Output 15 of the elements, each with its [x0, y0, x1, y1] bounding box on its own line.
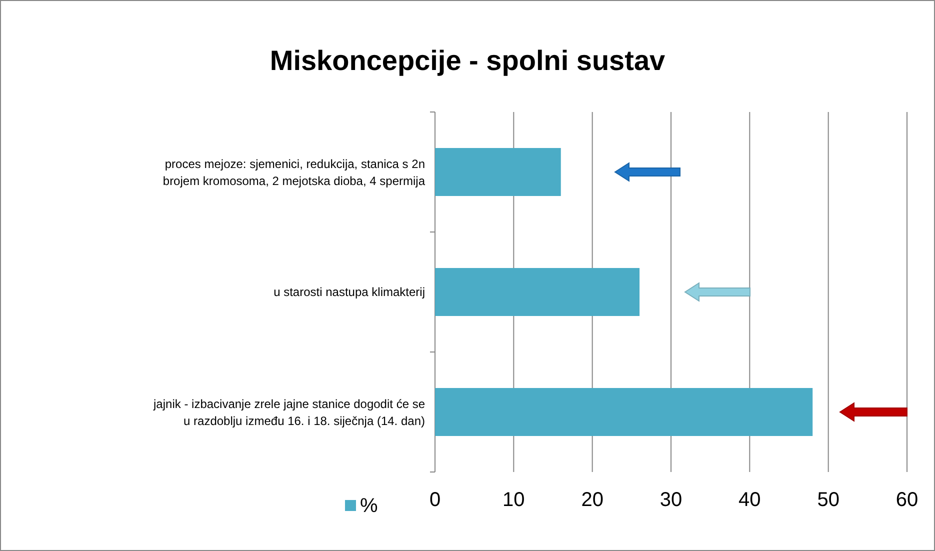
x-tick-label: 50	[817, 489, 840, 511]
x-tick-label: 0	[429, 489, 441, 511]
bar	[435, 388, 813, 436]
bar	[435, 268, 640, 316]
chart-title: Miskoncepcije - spolni sustav	[270, 45, 666, 76]
y-tick-label: jajnik - izbacivanje zrele jajne stanice dogodit će se u razdoblju između 16. i 18. siječnja (14. dan)	[152, 397, 426, 428]
bar	[435, 148, 561, 196]
x-tick-label: 20	[581, 489, 604, 511]
x-tick-label: 10	[502, 489, 525, 511]
x-tick-label: 40	[738, 489, 761, 511]
x-tick-label: 60	[896, 489, 918, 511]
legend-label: %	[360, 495, 378, 517]
x-tick-label: 30	[660, 489, 682, 511]
y-tick-label: proces mejoze: sjemenici, redukcija, stanica s 2n brojem kromosoma, 2 mejotska dioba, 4 spermija	[162, 157, 426, 188]
y-tick-label: u starosti nastupa klimakterij	[274, 285, 425, 299]
